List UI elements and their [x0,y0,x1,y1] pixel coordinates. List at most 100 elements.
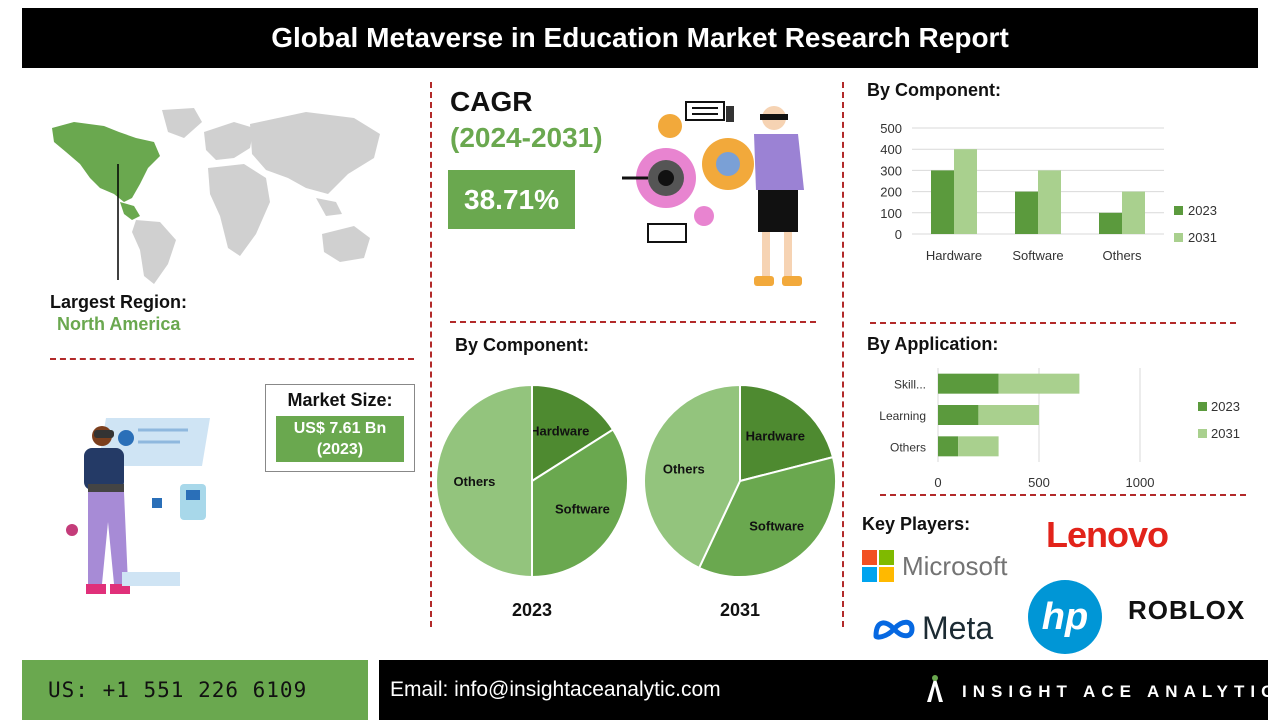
bar-others-2031 [1122,191,1145,234]
component-pie-title: By Component: [455,335,589,355]
pie-chart-2031: Hardware Software Others 2031 [643,383,837,620]
pie-slice-software [697,455,837,578]
hbar-chart-bars [938,373,1080,457]
cagr-value: 38.71% [448,170,575,229]
pie-slice-software [531,428,629,579]
pie-year-label: 2023 [512,600,552,620]
pie-slice-label: Hardware [530,424,589,439]
page-title: Global Metaverse in Education Market Res… [22,8,1258,68]
bar-software-2031 [1038,170,1061,234]
pie-slice-label: Software [555,502,610,517]
bar-y-tick-label: 100 [880,206,902,221]
market-size-year: (2023) [316,441,364,458]
largest-region-label: Largest Region: [50,292,188,312]
footer-brand: INSIGHT ACE ANALYTIC [962,682,1280,701]
pie-slice-label: Others [663,461,705,476]
footer-bar [379,660,1268,720]
bar-legend-label: 2031 [1188,230,1217,245]
bar-x-tick-label: Others [1102,248,1142,263]
hbar-legend-label: 2031 [1211,426,1240,441]
bar-hardware-2031 [954,149,977,234]
hbar-legend-label: 2023 [1211,399,1240,414]
cagr-title: CAGR [450,86,533,117]
cagr-years: (2024-2031) [450,122,603,153]
hbar-learning-2023 [938,405,979,425]
market-size-value: US$ 7.61 Bn (2023) [276,416,404,462]
hbar-others-2031 [958,436,999,457]
pie-slice-others [435,383,533,579]
hbar-legend-swatch [1198,402,1207,411]
bar-chart-legend: 2023 2031 [1174,203,1217,245]
hbar-x-tick-label: 0 [934,475,941,490]
microsoft-squares-icon [862,550,894,582]
gears-person-illustration-icon [622,101,804,286]
meta-infinity-icon [873,619,915,640]
vr-user-illustration-icon [66,418,210,594]
largest-region-value: North America [57,314,181,334]
bar-legend-swatch [1174,206,1183,215]
divider-left [430,82,432,627]
hbar-chart-legend: 2023 2031 [1198,399,1240,441]
lenovo-logo: Lenovo [1046,514,1169,556]
divider-application [880,494,1246,496]
pie-slice-label: Software [749,518,804,533]
hbar-chart-y-axis: Skill... Learning Others [879,378,926,455]
divider-region [50,358,414,360]
lenovo-logo-text: Lenovo [1046,514,1169,555]
divider-cagr [450,321,816,323]
bar-software-2023 [1015,191,1038,234]
component-pie-charts: Hardware Software Others 2023 Hardware Softw… [435,383,837,620]
bar-chart-bars [931,149,1145,234]
bar-x-tick-label: Software [1012,248,1063,263]
roblox-logo: ROBLOX [1128,595,1245,626]
hbar-skill-2023 [938,373,999,394]
world-map-icon [52,108,380,284]
pie-slice-others [643,383,741,570]
hp-logo-text: hp [1041,595,1089,638]
hbar-others-2023 [938,436,959,457]
microsoft-logo-text: Microsoft [902,550,1008,581]
bar-legend-swatch [1174,233,1183,242]
hbar-legend-swatch [1198,429,1207,438]
hbar-y-tick-label: Others [890,440,926,454]
hbar-skill-2031 [998,373,1080,394]
bar-y-tick-label: 200 [880,185,902,200]
application-title: By Application: [867,334,999,354]
bar-y-tick-label: 0 [895,227,902,242]
hbar-learning-2031 [978,405,1039,425]
market-size-label: Market Size: [287,390,393,410]
pie-chart-2023: Hardware Software Others 2023 [435,383,629,620]
bar-legend-label: 2023 [1188,203,1217,218]
footer-phone: US: +1 551 226 6109 [22,660,368,720]
hbar-x-tick-label: 500 [1028,475,1050,490]
divider-component [870,322,1236,324]
pie-slice-label: Hardware [746,428,805,443]
bar-hardware-2023 [931,170,954,234]
component-bar-title: By Component: [867,80,1001,100]
bar-y-tick-label: 300 [880,163,902,178]
hbar-chart-x-axis: 0 500 1000 [934,475,1154,490]
meta-logo-text: Meta [922,610,994,646]
meta-logo: Meta [872,610,993,647]
bar-y-tick-label: 500 [880,121,902,136]
bar-others-2023 [1099,212,1122,234]
bar-y-tick-label: 400 [880,142,902,157]
bar-chart-x-axis: Hardware Software Others [926,248,1142,263]
hbar-y-tick-label: Learning [879,409,926,423]
roblox-logo-text: ROBLOX [1128,595,1246,625]
insight-ace-logo-icon [927,675,943,702]
pie-year-label: 2031 [720,600,760,620]
application-bar-chart: Skill... Learning Others 0 500 1000 2023 2031 [879,368,1240,490]
hp-logo: hp [1028,580,1102,654]
hbar-y-tick-label: Skill... [894,378,926,392]
divider-right [842,82,844,627]
bar-chart-y-axis: 0 100 200 300 400 500 [880,121,902,242]
pie-slice-hardware [531,383,615,483]
bar-x-tick-label: Hardware [926,248,982,263]
key-players-title: Key Players: [862,514,971,534]
pie-slice-hardware [739,383,835,483]
pie-slice-label: Others [453,474,495,489]
hbar-x-tick-label: 1000 [1126,475,1155,490]
footer-email: Email: info@insightaceanalytic.com [390,678,721,701]
